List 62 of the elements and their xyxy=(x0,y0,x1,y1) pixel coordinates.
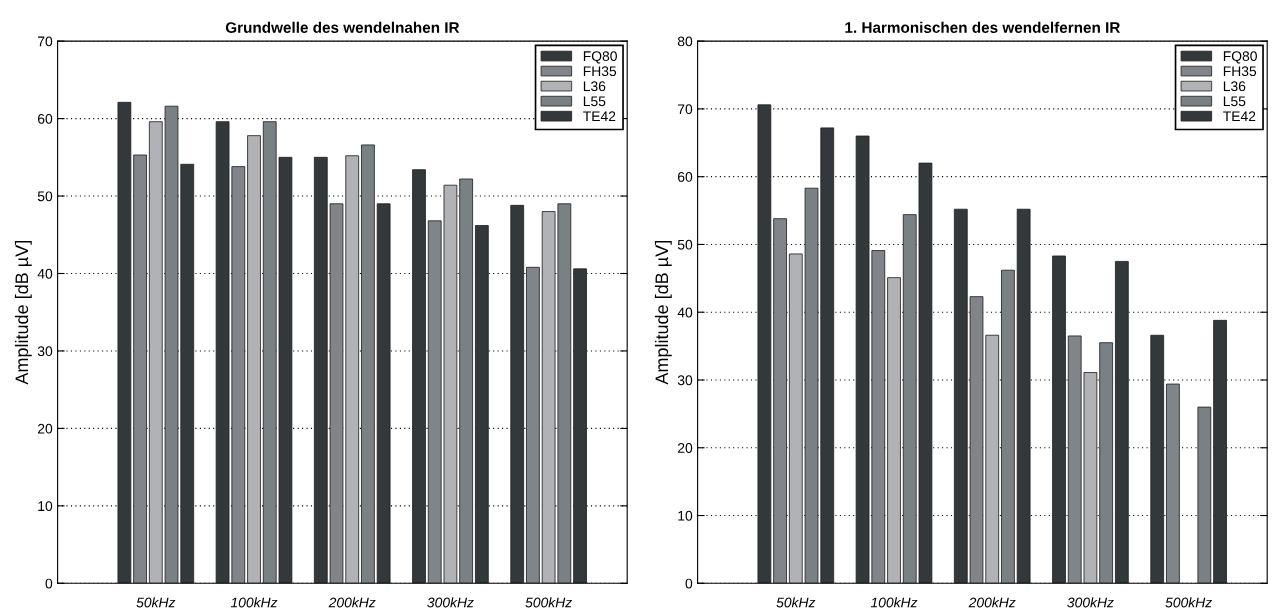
y-axis-title: Amplitude [dB µV] xyxy=(654,241,672,385)
bar xyxy=(247,135,261,584)
bar xyxy=(117,101,132,584)
bar xyxy=(1197,406,1212,584)
y-tick-label: 10 xyxy=(678,510,693,521)
bar xyxy=(1001,269,1015,584)
y-tick-label: 60 xyxy=(38,113,53,124)
x-tick-label: 200kHz xyxy=(328,597,376,608)
bar xyxy=(133,154,147,584)
bar xyxy=(1016,208,1031,584)
bar xyxy=(526,266,540,584)
x-tick-label: 300kHz xyxy=(1067,597,1114,608)
y-tick-label: 70 xyxy=(38,36,53,47)
y-tick-label: 30 xyxy=(677,375,693,386)
y-tick-label: 50 xyxy=(37,191,53,202)
y-tick-label: 0 xyxy=(45,578,53,589)
y-tick-label: 70 xyxy=(678,104,693,115)
legend-label: TE42 xyxy=(583,111,616,122)
x-tick-label: 300kHz xyxy=(427,597,474,608)
legend-label: L36 xyxy=(1223,81,1246,92)
y-tick-label: 60 xyxy=(678,172,693,182)
bar xyxy=(887,277,901,584)
x-tick-label: 100kHz xyxy=(230,597,278,608)
bar xyxy=(1150,334,1165,584)
bar xyxy=(412,169,426,584)
x-tick-label: 500kHz xyxy=(1165,597,1212,608)
legend-label: FH35 xyxy=(1223,66,1257,77)
y-tick-label: 80 xyxy=(677,36,693,47)
bar xyxy=(1213,319,1227,584)
legend-label: FQ80 xyxy=(1223,51,1257,64)
bar xyxy=(510,204,525,584)
x-tick-label: 50kHz xyxy=(136,597,176,608)
bar xyxy=(1052,255,1066,584)
legend-label: L36 xyxy=(583,81,606,92)
chart-title: 1. Harmonischen des wendelfernen IR xyxy=(845,21,1121,33)
x-tick-label: 50kHz xyxy=(776,597,816,608)
y-axis-title: Amplitude [dB µV] xyxy=(14,241,32,385)
y-tick-label: 10 xyxy=(38,501,53,512)
bar xyxy=(573,268,587,584)
x-tick-label: 100kHz xyxy=(870,597,918,608)
bar xyxy=(757,104,772,584)
legend-label: L55 xyxy=(1223,96,1246,107)
y-tick-label: 50 xyxy=(677,239,693,250)
x-tick-label: 500kHz xyxy=(525,597,572,608)
bar xyxy=(474,225,489,584)
bar xyxy=(1114,260,1129,584)
bar xyxy=(361,144,375,584)
y-tick-label: 0 xyxy=(685,578,693,589)
y-tick-label: 40 xyxy=(37,268,53,279)
y-tick-label: 20 xyxy=(677,443,693,453)
bar xyxy=(773,218,787,584)
legend-label: TE42 xyxy=(1223,111,1256,122)
y-tick-label: 30 xyxy=(37,346,53,357)
x-tick-label: 200kHz xyxy=(968,597,1016,608)
chart-title: Grundwelle des wendelnahen IR xyxy=(225,21,460,33)
legend-label: FQ80 xyxy=(583,51,617,64)
y-tick-label: 20 xyxy=(37,423,53,434)
legend-label: FH35 xyxy=(583,66,617,77)
bar xyxy=(376,203,391,584)
legend-label: L55 xyxy=(583,96,606,107)
bar xyxy=(1166,383,1180,584)
y-tick-label: 40 xyxy=(677,307,693,318)
